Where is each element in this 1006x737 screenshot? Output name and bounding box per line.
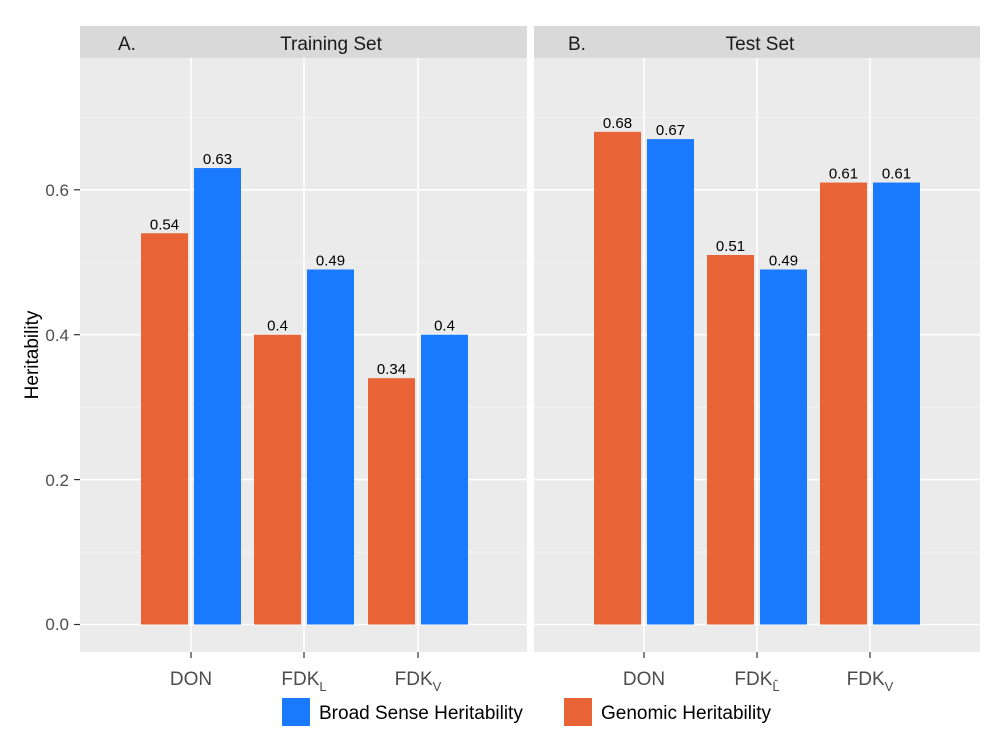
legend: Broad Sense Heritability Genomic Heritab…	[282, 698, 771, 726]
x-label-a-0: DON	[170, 669, 212, 690]
legend-swatch-genomic	[564, 698, 592, 726]
bar-genomic-a-2	[368, 378, 415, 625]
panel-b: B. Test Set 0.68 0.67 0.51 0.49 0.61 0.61	[534, 26, 980, 652]
legend-swatch-broad	[282, 698, 310, 726]
bar-broad-b-1	[760, 269, 807, 625]
bar-genomic-b-1	[707, 255, 754, 625]
bar-label-broad-a-1: 0.49	[316, 252, 345, 269]
bar-label-broad-b-2: 0.61	[882, 166, 911, 183]
x-label-b-0: DON	[623, 669, 665, 690]
bar-genomic-b-0	[594, 131, 641, 625]
panel-b-letter: B.	[568, 34, 586, 55]
bar-label-broad-a-2: 0.4	[434, 318, 455, 335]
bar-label-genomic-a-1: 0.4	[267, 318, 288, 335]
bar-broad-b-2	[873, 182, 920, 625]
y-tick-label-1: 0.2	[45, 471, 69, 490]
panel-a-letter: A.	[118, 34, 136, 55]
legend-label-genomic: Genomic Heritability	[601, 703, 771, 724]
y-tick-label-3: 0.6	[45, 181, 69, 200]
panel-a-bars: 0.54 0.63 0.4 0.49 0.34 0.4	[141, 151, 468, 625]
y-tick-label-0: 0.0	[45, 615, 69, 634]
bar-genomic-a-0	[141, 233, 188, 625]
bar-label-genomic-a-0: 0.54	[150, 216, 179, 233]
bar-label-broad-b-0: 0.67	[656, 122, 685, 139]
y-tick-label-2: 0.4	[45, 326, 69, 345]
y-axis: 0.0 0.2 0.4 0.6 Heritability	[22, 181, 80, 634]
bar-label-genomic-b-0: 0.68	[603, 115, 632, 132]
y-axis-title: Heritability	[22, 310, 43, 399]
bar-broad-a-0	[194, 168, 241, 625]
panel-a: A. Training Set 0.54 0.63 0.4 0.49 0.34 0.4	[80, 26, 527, 652]
panel-b-strip	[534, 26, 980, 58]
y-ticks	[74, 189, 80, 626]
x-axis: DON FDKL FDKV DON FDKL̂ FDKV	[170, 652, 894, 694]
bar-label-genomic-a-2: 0.34	[377, 361, 406, 378]
bar-label-genomic-b-1: 0.51	[716, 238, 745, 255]
bar-label-genomic-b-2: 0.61	[829, 166, 858, 183]
bar-genomic-b-2	[820, 182, 867, 625]
legend-label-broad: Broad Sense Heritability	[319, 703, 523, 724]
bar-genomic-a-1	[254, 334, 301, 625]
x-label-b-2: FDKV	[847, 669, 894, 694]
x-label-b-1: FDKL̂	[734, 669, 779, 694]
panel-b-bars: 0.68 0.67 0.51 0.49 0.61 0.61	[594, 115, 920, 625]
bar-broad-a-2	[421, 334, 468, 625]
bar-broad-a-1	[307, 269, 354, 625]
bar-label-broad-a-0: 0.63	[203, 151, 232, 168]
x-label-a-2: FDKV	[395, 669, 442, 694]
x-ticks	[190, 652, 871, 658]
panel-b-title: Test Set	[726, 34, 795, 55]
x-label-a-1: FDKL	[281, 669, 326, 694]
panel-a-title: Training Set	[280, 34, 382, 55]
bar-label-broad-b-1: 0.49	[769, 252, 798, 269]
bar-broad-b-0	[647, 139, 694, 625]
panel-a-strip	[80, 26, 527, 58]
